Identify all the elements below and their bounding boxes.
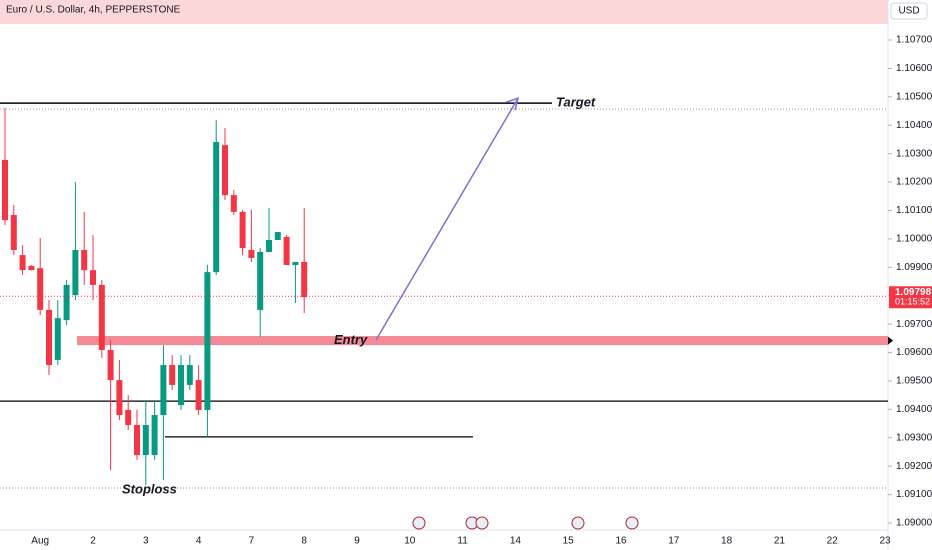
- event-icons: [412, 516, 639, 530]
- x-tick-label: 7: [249, 536, 255, 547]
- y-tick-label: 1.09500: [896, 376, 932, 387]
- candle-body: [169, 365, 176, 385]
- x-tick-label: 4: [196, 536, 202, 547]
- y-tick-label: 1.10200: [896, 177, 932, 188]
- y-tick-label: 1.09000: [896, 518, 932, 529]
- x-tick-label: 8: [301, 536, 307, 547]
- candle-body: [142, 424, 149, 456]
- y-tick-label: 1.09200: [896, 461, 932, 472]
- y-tick-label: 1.10100: [896, 205, 932, 216]
- x-tick-label: 18: [721, 536, 733, 547]
- candle-body: [230, 195, 237, 212]
- entry-marker: [888, 336, 893, 345]
- candle-body: [72, 249, 79, 296]
- currency[interactable]: USD: [898, 6, 919, 17]
- last-price-tag: [889, 286, 932, 309]
- candle-body: [90, 270, 96, 285]
- candle-body: [37, 268, 44, 310]
- candle-body: [195, 380, 202, 410]
- candle-body: [98, 284, 105, 350]
- candle-body: [292, 261, 299, 266]
- x-tick-label: 15: [563, 536, 575, 547]
- chart-title: Euro / U.S. Dollar, 4h, PEPPERSTONE: [6, 5, 181, 16]
- candle-body: [10, 215, 17, 250]
- y-tick-label: 1.09700: [896, 319, 932, 330]
- x-tick-label: 9: [354, 536, 360, 547]
- candle-body: [54, 318, 61, 360]
- entry-zone: [77, 336, 888, 346]
- target-label: Target: [556, 95, 596, 110]
- candle-body: [63, 284, 70, 321]
- currency-button[interactable]: [890, 2, 928, 20]
- y-tick-label: 1.10300: [896, 148, 932, 159]
- stoploss-label: Stoploss: [122, 481, 177, 496]
- x-tick-label: 2: [90, 536, 96, 547]
- y-tick-label: 1.10000: [896, 234, 932, 245]
- x-tick-label: Aug: [31, 536, 49, 547]
- countdown: 01:15:52: [895, 297, 930, 307]
- header-band: [0, 0, 888, 24]
- x-tick-label: 22: [827, 536, 839, 547]
- candle-body: [204, 272, 211, 410]
- y-tick-label: 1.09400: [896, 404, 932, 415]
- candle-body: [81, 249, 88, 271]
- candle-body: [151, 415, 158, 456]
- x-tick-label: 23: [879, 536, 891, 547]
- candle-body: [107, 349, 114, 381]
- candle-body: [239, 211, 246, 248]
- y-tick-label: 1.10700: [896, 35, 932, 46]
- x-tick-label: 16: [615, 536, 627, 547]
- candle-body: [257, 251, 264, 310]
- y-tick-label: 1.10600: [896, 63, 932, 74]
- candle-body: [248, 249, 255, 258]
- candle-body: [301, 261, 308, 298]
- candle-body: [2, 159, 8, 221]
- candle-body: [116, 380, 123, 416]
- x-tick-label: 11: [457, 536, 468, 547]
- candle-body: [213, 141, 220, 273]
- candle-body: [283, 236, 290, 266]
- candle-body: [28, 265, 35, 271]
- y-tick-label: 1.10500: [896, 91, 932, 102]
- arrow-head: [505, 97, 520, 111]
- y-tick-label: 1.09100: [896, 489, 932, 500]
- entry-label: Entry: [334, 332, 368, 347]
- candle-body: [134, 424, 140, 456]
- last-price: 1.09798: [895, 287, 932, 298]
- y-tick-label: 1.09300: [896, 432, 932, 443]
- y-tick-label: 1.09600: [896, 347, 932, 358]
- x-tick-label: 21: [774, 536, 786, 547]
- candle-body: [160, 365, 167, 416]
- candle-body: [274, 232, 281, 241]
- y-tick-label: 1.09900: [896, 262, 932, 273]
- x-tick-label: 14: [510, 536, 522, 547]
- candle-body: [222, 145, 228, 196]
- y-tick-label: 1.10400: [896, 120, 932, 131]
- x-tick-label: 3: [143, 536, 149, 547]
- candle-body: [46, 309, 52, 366]
- candle-body: [19, 255, 26, 271]
- x-tick-label: 10: [404, 536, 416, 547]
- candle-body: [186, 365, 193, 385]
- candle-body: [266, 240, 272, 252]
- x-tick-label: 17: [668, 536, 680, 547]
- arrow-line: [375, 97, 519, 341]
- candle-body: [178, 365, 184, 406]
- candle-body: [125, 409, 132, 425]
